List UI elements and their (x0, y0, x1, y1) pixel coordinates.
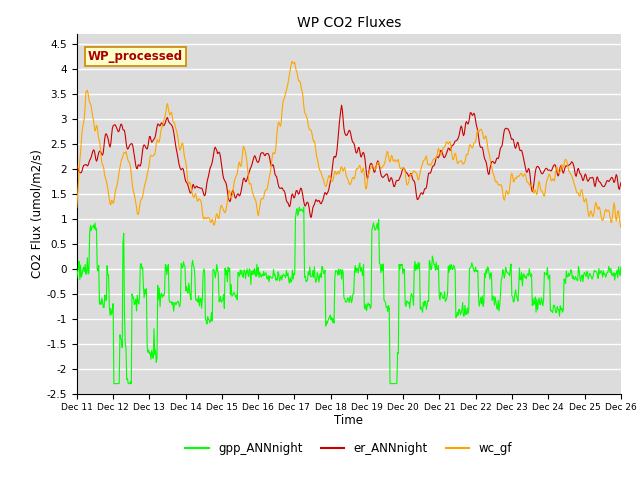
Text: WP_processed: WP_processed (88, 50, 183, 63)
Y-axis label: CO2 Flux (umol/m2/s): CO2 Flux (umol/m2/s) (31, 149, 44, 278)
Title: WP CO2 Fluxes: WP CO2 Fluxes (296, 16, 401, 30)
X-axis label: Time: Time (334, 414, 364, 427)
Legend: gpp_ANNnight, er_ANNnight, wc_gf: gpp_ANNnight, er_ANNnight, wc_gf (180, 437, 517, 460)
